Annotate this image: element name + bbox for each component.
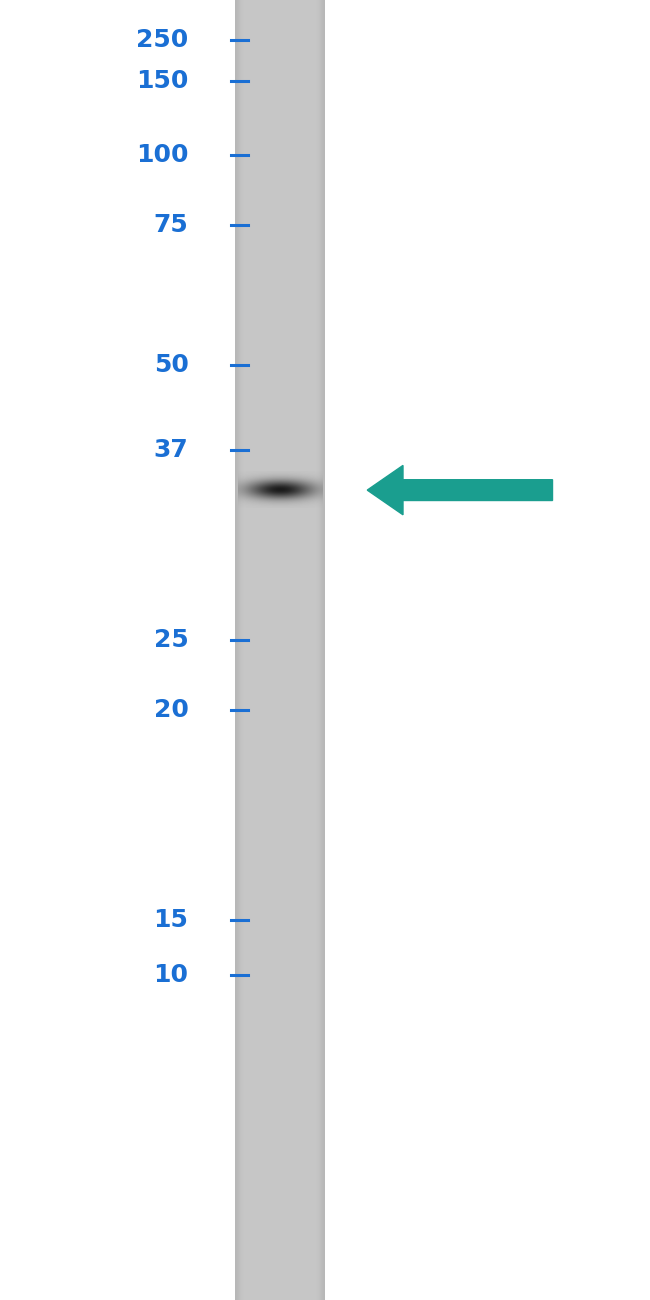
Text: 50: 50 (153, 354, 188, 377)
Text: 150: 150 (136, 69, 188, 92)
Text: 15: 15 (153, 909, 188, 932)
Text: 25: 25 (154, 628, 188, 651)
Text: 10: 10 (153, 963, 188, 987)
Text: 37: 37 (154, 438, 188, 462)
Text: 75: 75 (154, 213, 188, 237)
Text: 100: 100 (136, 143, 188, 166)
Text: 20: 20 (153, 698, 188, 722)
FancyArrow shape (367, 465, 552, 515)
Text: 250: 250 (136, 29, 188, 52)
